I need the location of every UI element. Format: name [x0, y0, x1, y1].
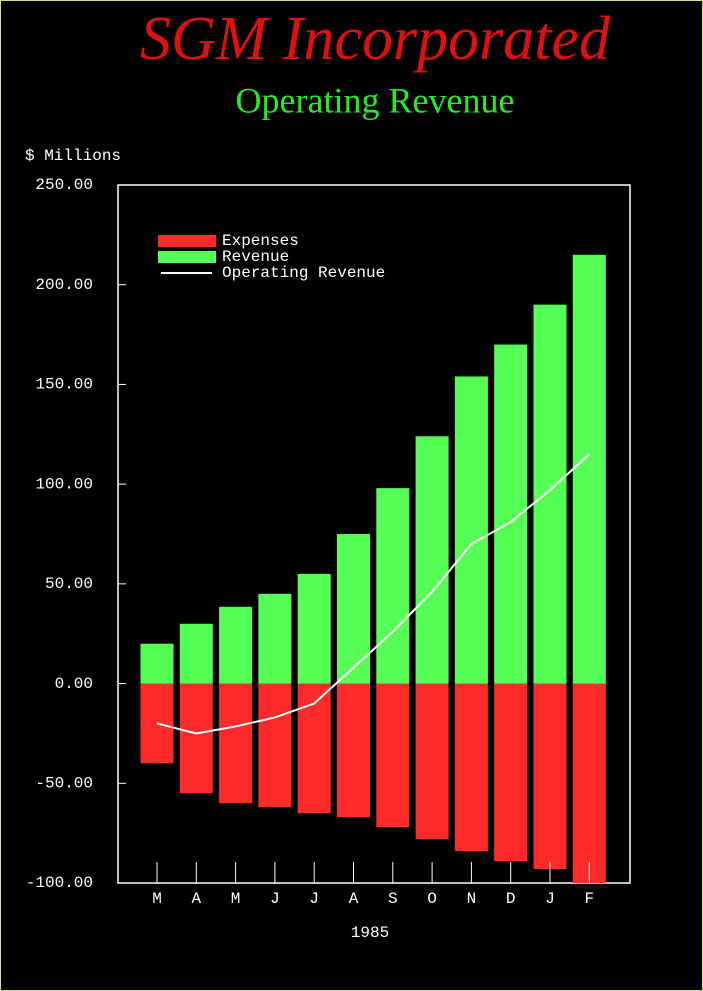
x-tick-label: J: [309, 890, 319, 908]
bar: [337, 534, 370, 684]
bar: [219, 683, 253, 804]
x-tick-label: O: [427, 890, 437, 908]
y-tick-label: 200.00: [35, 276, 93, 294]
bar: [454, 376, 488, 684]
bar: [572, 683, 606, 883]
bar: [415, 683, 449, 840]
x-tick-label: M: [152, 890, 162, 908]
line: [156, 453, 590, 735]
legend-label: Operating Revenue: [222, 264, 385, 282]
x-tick-label: S: [388, 890, 398, 908]
x-tick-label: D: [506, 890, 516, 908]
chart-subtitle: Operating Revenue: [236, 80, 515, 120]
y-tick-label: 150.00: [35, 376, 93, 394]
bar: [179, 623, 213, 684]
bar: [533, 304, 567, 684]
legend-label: Revenue: [222, 248, 289, 266]
bar: [494, 683, 528, 862]
x-tick-label: N: [467, 890, 477, 908]
chart-title: SGM Incorporated: [140, 5, 611, 73]
bar: [258, 593, 292, 684]
bar: [337, 683, 370, 818]
bar: [297, 683, 331, 814]
y-tick-label: -100.00: [26, 874, 93, 892]
x-tick-label: F: [584, 890, 594, 908]
bar: [533, 683, 567, 870]
bar: [258, 683, 292, 808]
legend-swatch: [158, 251, 216, 263]
y-axis-label: $ Millions: [25, 147, 121, 165]
y-tick-label: 250.00: [35, 176, 93, 194]
bar: [140, 643, 174, 684]
bar: [494, 344, 528, 684]
x-tick-label: J: [270, 890, 280, 908]
x-tick-label: A: [191, 890, 201, 908]
x-tick-label: A: [349, 890, 359, 908]
bar: [415, 436, 449, 684]
bar: [376, 683, 410, 828]
y-tick-label: 50.00: [45, 575, 93, 593]
legend-swatch: [158, 235, 216, 247]
bar: [297, 573, 331, 684]
y-tick-label: 0.00: [55, 675, 93, 693]
bar: [179, 683, 213, 794]
x-axis-label: 1985: [351, 924, 389, 942]
x-tick-label: J: [545, 890, 555, 908]
y-tick-label: 100.00: [35, 475, 93, 493]
x-tick-label: M: [231, 890, 241, 908]
bar: [572, 254, 606, 684]
bar: [219, 606, 253, 684]
legend-label: Expenses: [222, 232, 299, 250]
y-tick-label: -50.00: [35, 775, 93, 793]
plot-frame: [117, 184, 631, 884]
bar: [376, 488, 410, 684]
bar: [454, 683, 488, 852]
